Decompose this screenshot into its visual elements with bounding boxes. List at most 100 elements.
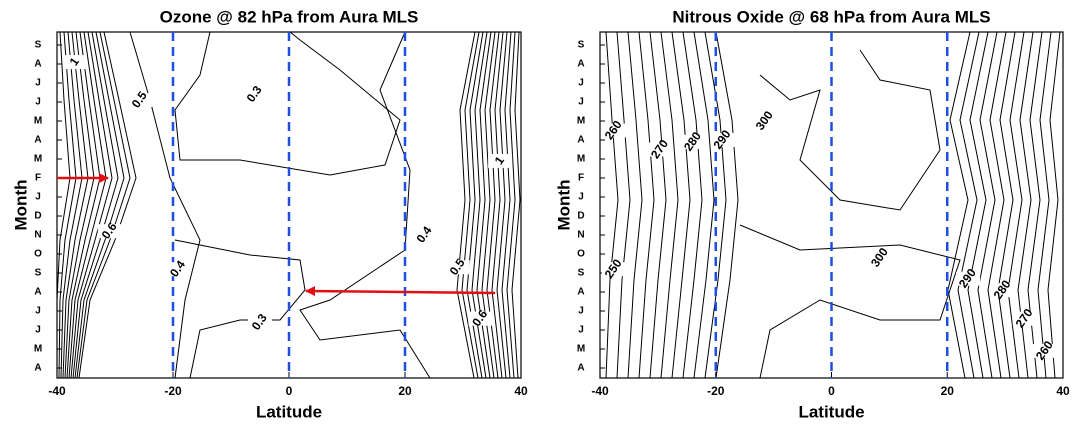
contour-line: [1047, 31, 1061, 379]
y-tick-label: S: [578, 268, 585, 279]
label-bg: [166, 262, 191, 277]
y-tick-label: S: [578, 40, 585, 51]
y-tick-label: A: [34, 363, 41, 374]
x-tick-label: 0: [828, 384, 835, 398]
contour-label: 0.4: [167, 258, 188, 280]
y-axis-label: Month: [554, 180, 573, 231]
label-bg: [601, 123, 626, 138]
contour-line: [174, 31, 401, 176]
label-bg: [445, 260, 470, 275]
x-tick-label: -40: [48, 384, 66, 398]
contour-line: [506, 31, 516, 379]
contour-line: [68, 31, 107, 379]
label-bg: [601, 262, 626, 277]
contour-line: [693, 31, 715, 379]
x-tick-label: 40: [1056, 384, 1070, 398]
label-bg: [412, 228, 437, 242]
label-bg: [681, 134, 706, 149]
arrow: [305, 286, 496, 297]
contour-label: 0.5: [129, 89, 150, 111]
x-tick-label: 0: [286, 384, 293, 398]
contour-line: [638, 31, 655, 379]
x-tick-label: 40: [514, 384, 528, 398]
label-bg: [868, 250, 893, 265]
contour-line: [461, 31, 480, 379]
contour-line: [501, 31, 512, 379]
chart-title: Ozone @ 82 hPa from Aura MLS: [160, 7, 419, 26]
contour-line: [739, 224, 961, 379]
y-tick-label: A: [577, 59, 584, 70]
contour-line: [616, 31, 631, 379]
contour-label: 270: [648, 137, 671, 162]
contour-line: [1037, 31, 1052, 379]
y-tick-label: M: [34, 154, 42, 165]
contour-line: [660, 31, 679, 379]
contour-line: [957, 31, 980, 379]
contour-line: [76, 31, 131, 379]
label-bg: [248, 315, 272, 330]
label-bg: [648, 142, 673, 157]
x-tick-label: -40: [591, 384, 609, 398]
contour-line: [174, 239, 306, 379]
label-bg: [956, 271, 981, 286]
y-tick-label: A: [34, 59, 41, 70]
contour-label: 280: [991, 277, 1014, 302]
y-tick-label: N: [577, 230, 584, 241]
contour-line: [491, 31, 504, 379]
y-tick-label: J: [578, 192, 584, 203]
contour-label: 260: [602, 118, 625, 143]
y-tick-label: J: [35, 325, 41, 336]
label-bg: [468, 311, 493, 326]
y-tick-label: A: [577, 135, 584, 146]
y-tick-label: J: [35, 306, 41, 317]
y-tick-label: M: [577, 154, 585, 165]
contour-label: 300: [753, 108, 776, 133]
x-tick-label: 20: [398, 384, 412, 398]
y-tick-label: N: [34, 230, 41, 241]
y-tick-label: O: [34, 249, 42, 260]
contour-label: 0.3: [244, 83, 265, 105]
y-tick-label: M: [34, 344, 42, 355]
contour-line: [759, 49, 941, 211]
y-tick-label: J: [578, 306, 584, 317]
label-bg: [62, 55, 87, 70]
label-bg: [710, 133, 735, 147]
chart-title: Nitrous Oxide @ 68 hPa from Aura MLS: [672, 7, 990, 26]
contour-line: [66, 31, 101, 379]
contour-line: [671, 31, 691, 379]
contour-line: [1007, 31, 1025, 379]
contour-line: [456, 31, 476, 379]
label-bg: [752, 114, 777, 128]
contour-label: 290: [711, 127, 734, 152]
contour-label: 270: [1013, 306, 1036, 331]
y-tick-label: J: [578, 78, 584, 89]
contour-line: [70, 31, 113, 379]
y-tick-label: A: [577, 287, 584, 298]
contour-line: [58, 31, 77, 379]
y-tick-label: A: [34, 287, 41, 298]
contour-label: 300: [868, 245, 891, 270]
contour-line: [72, 31, 119, 379]
contour-label: 250: [602, 256, 625, 281]
contour-line: [947, 31, 971, 379]
y-tick-label: D: [577, 211, 584, 222]
contour-line: [496, 31, 508, 379]
y-tick-label: J: [578, 97, 584, 108]
label-bg: [97, 224, 122, 239]
y-tick-label: M: [577, 344, 585, 355]
y-tick-label: J: [35, 78, 41, 89]
contour-line: [511, 31, 521, 379]
contour-line: [78, 31, 137, 379]
y-tick-label: A: [34, 135, 41, 146]
contour-line: [967, 31, 989, 379]
x-tick-label: -20: [164, 384, 182, 398]
contour-line: [649, 31, 667, 379]
label-bg: [127, 93, 152, 108]
y-tick-label: S: [35, 40, 42, 51]
y-tick-label: J: [35, 192, 41, 203]
contour-line: [64, 31, 95, 379]
y-tick-label: J: [578, 325, 584, 336]
y-tick-label: M: [34, 116, 42, 127]
y-axis-label: Month: [11, 180, 30, 231]
